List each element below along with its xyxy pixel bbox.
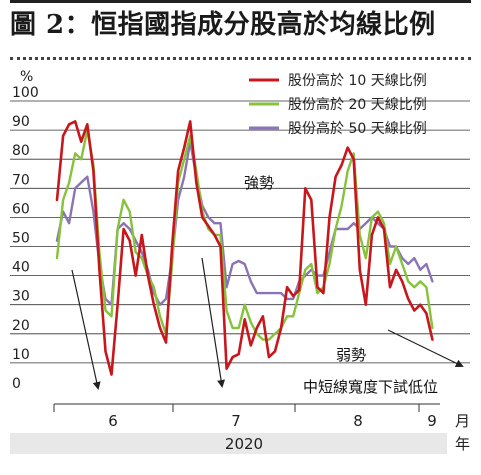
month-label: 6 bbox=[108, 412, 118, 430]
dotted-divider bbox=[10, 57, 471, 60]
y-tick-label: 40 bbox=[12, 260, 30, 276]
y-tick-label: 10 bbox=[12, 347, 30, 363]
y-tick-label: 80 bbox=[12, 143, 30, 159]
month-label: 8 bbox=[353, 412, 363, 430]
y-tick-label: 20 bbox=[12, 318, 30, 334]
y-tick-label: 50 bbox=[12, 231, 30, 247]
legend-label: 股份高於 10 天線比例 bbox=[288, 72, 427, 89]
arrow-august bbox=[387, 329, 464, 367]
annotation-arrows bbox=[71, 257, 464, 390]
annotation-weak: 弱勢 bbox=[336, 346, 366, 364]
month-label: 7 bbox=[231, 412, 241, 430]
y-axis-unit: % bbox=[20, 69, 33, 85]
top-rule bbox=[10, 0, 471, 3]
month-label: 9 bbox=[427, 412, 437, 430]
y-tick-label: 100 bbox=[12, 85, 39, 101]
chart-title: 圖 2：恒指國指成分股高於均線比例 bbox=[10, 10, 436, 40]
month-unit: 月 bbox=[455, 412, 470, 430]
arrow-july bbox=[201, 257, 226, 388]
y-tick-label: 70 bbox=[12, 172, 30, 188]
year-label: 2020 bbox=[225, 435, 263, 453]
series-line bbox=[55, 128, 434, 341]
legend-label: 股份高於 50 天線比例 bbox=[288, 120, 427, 137]
annotation-breadth-low: 中短線寬度下試低位 bbox=[303, 378, 438, 396]
y-tick-label: 60 bbox=[12, 201, 30, 217]
y-tick-label: 30 bbox=[12, 289, 30, 305]
arrow-june bbox=[71, 269, 101, 390]
annotation-strong: 強勢 bbox=[244, 174, 274, 192]
y-tick-label: 90 bbox=[12, 114, 30, 130]
series-line bbox=[55, 120, 434, 376]
legend-label: 股份高於 20 天線比例 bbox=[288, 96, 427, 113]
year-unit: 年 bbox=[455, 435, 470, 453]
series-line bbox=[55, 140, 434, 306]
year-band bbox=[10, 433, 447, 454]
y-tick-label: 0 bbox=[12, 376, 21, 392]
